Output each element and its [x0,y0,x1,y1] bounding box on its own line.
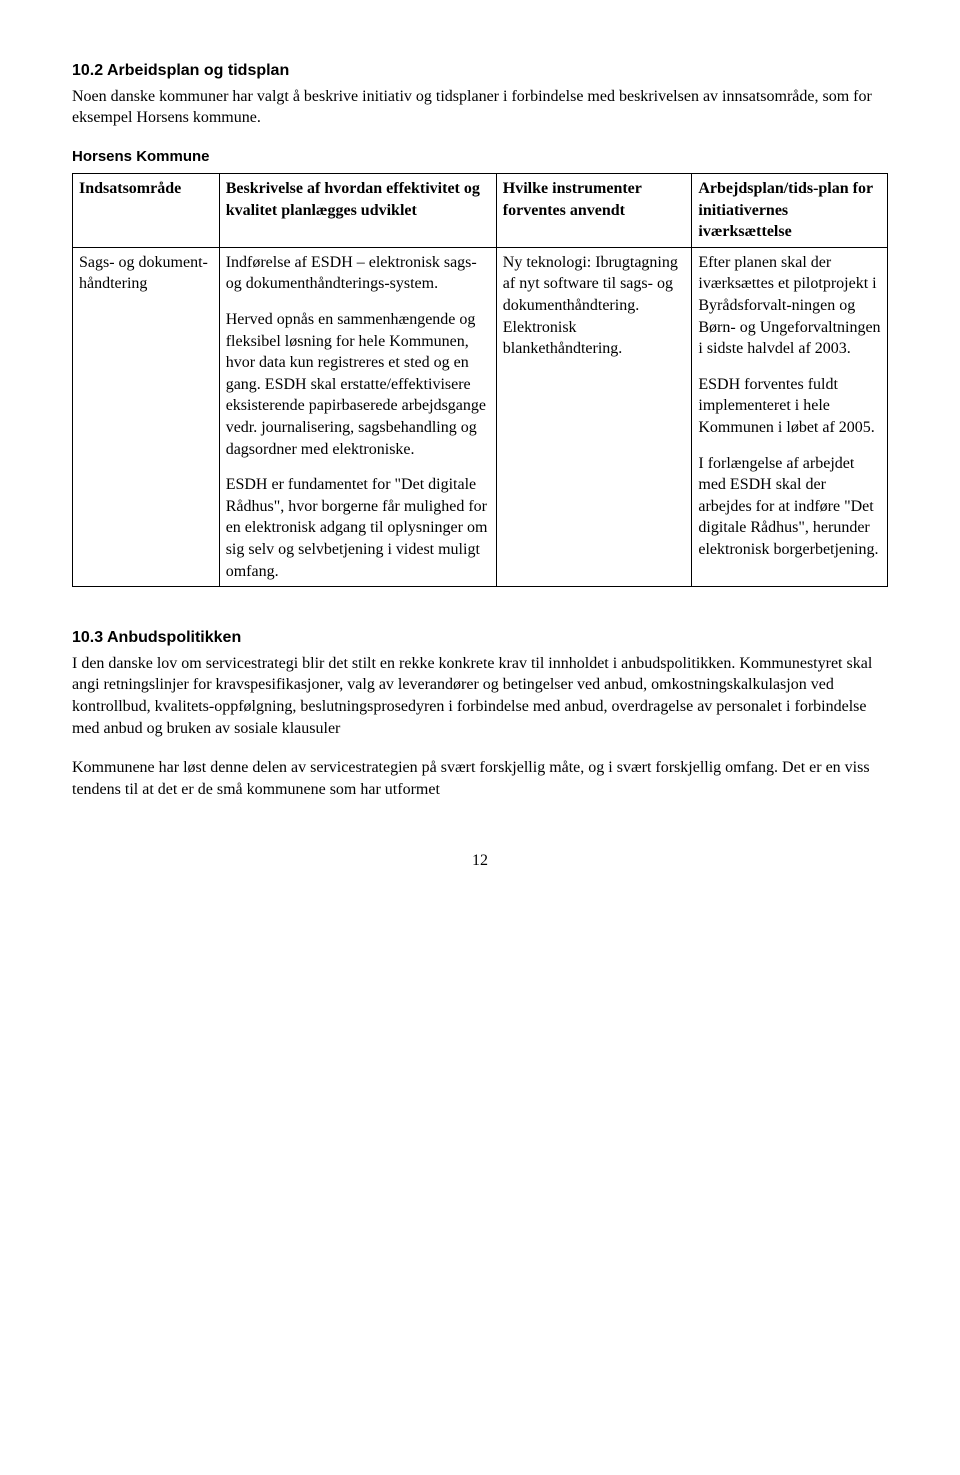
horsens-table: Indsatsområde Beskrivelse af hvordan eff… [72,173,888,587]
section-heading-10-2: 10.2 Arbeidsplan og tidsplan [72,60,888,82]
cell-beskrivelse: Indførelse af ESDH – elektronisk sags- o… [219,247,496,586]
page-number: 12 [72,850,888,872]
cell-para: Herved opnås en sammenhængende og fleksi… [226,309,490,460]
table-header-row: Indsatsområde Beskrivelse af hvordan eff… [73,174,888,248]
cell-para: I forlængelse af arbejdet med ESDH skal … [698,453,881,561]
subheading-horsens: Horsens Kommune [72,147,888,167]
th-beskrivelse: Beskrivelse af hvordan effektivitet og k… [219,174,496,248]
cell-instrumenter: Ny teknologi: Ibrugtagning af nyt softwa… [496,247,692,586]
cell-indsatsomrade: Sags- og dokument-håndtering [73,247,220,586]
cell-para: Efter planen skal der iværksættes et pil… [698,252,881,360]
cell-para: ESDH forventes fuldt implementeret i hel… [698,374,881,439]
cell-para: ESDH er fundamentet for "Det digitale Rå… [226,474,490,582]
th-arbejdsplan: Arbejdsplan/tids-plan for initiativernes… [692,174,888,248]
th-indsatsomrade: Indsatsområde [73,174,220,248]
cell-arbejdsplan: Efter planen skal der iværksættes et pil… [692,247,888,586]
table-row: Sags- og dokument-håndtering Indførelse … [73,247,888,586]
section-heading-10-3: 10.3 Anbudspolitikken [72,627,888,649]
intro-paragraph: Noen danske kommuner har valgt å beskriv… [72,86,888,129]
section2-paragraph-1: I den danske lov om servicestrategi blir… [72,653,888,739]
section2-paragraph-2: Kommunene har løst denne delen av servic… [72,757,888,800]
cell-para: Indførelse af ESDH – elektronisk sags- o… [226,252,490,295]
th-instrumenter: Hvilke instrumenter forventes anvendt [496,174,692,248]
